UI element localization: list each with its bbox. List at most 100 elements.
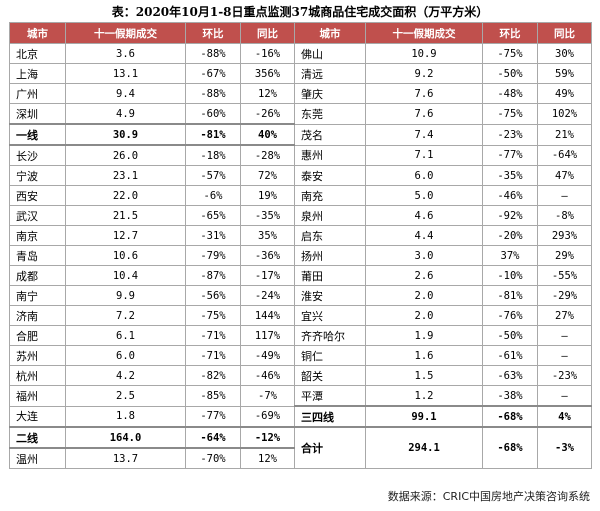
city-cell: 广州: [9, 83, 66, 104]
mom-cell: -50%: [482, 325, 538, 346]
city-cell: 合计: [294, 426, 366, 469]
yoy-cell: —: [537, 185, 592, 206]
yoy-cell: 19%: [240, 185, 295, 206]
header-area: 十一假期成交: [365, 22, 483, 44]
area-cell: 7.6: [365, 103, 483, 125]
area-cell: 6.1: [65, 325, 186, 346]
area-cell: 13.7: [65, 447, 186, 469]
mom-cell: -77%: [185, 405, 241, 428]
city-cell: 西安: [9, 185, 66, 206]
header-yoy: 同比: [537, 22, 592, 44]
header-row: 城市 十一假期成交 环比 同比 城市 十一假期成交 环比 同比: [9, 22, 592, 44]
table-row: 南京 12.7 -31% 35% 启东 4.4 -20% 293%: [9, 225, 592, 246]
area-cell: 10.9: [365, 43, 483, 64]
mom-cell: -57%: [185, 165, 241, 186]
mom-cell: -75%: [482, 103, 538, 125]
city-cell: 深圳: [9, 103, 66, 125]
city-cell: 宜兴: [294, 305, 366, 326]
mom-cell: -67%: [185, 63, 241, 84]
header-mom: 环比: [482, 22, 538, 44]
table-row: 长沙 26.0 -18% -28% 惠州 7.1 -77% -64%: [9, 144, 592, 166]
mom-cell: -87%: [185, 265, 241, 286]
yoy-cell: 102%: [537, 103, 592, 125]
yoy-cell: -7%: [240, 385, 295, 407]
mom-cell: -46%: [482, 185, 538, 206]
yoy-cell: 144%: [240, 305, 295, 326]
area-cell: 2.6: [365, 265, 483, 286]
mom-cell: -56%: [185, 285, 241, 306]
city-cell: 大连: [9, 405, 66, 428]
area-cell: 6.0: [365, 165, 483, 186]
mom-cell: -75%: [185, 305, 241, 326]
area-cell: 1.2: [365, 385, 483, 407]
table-row: 福州 2.5 -85% -7% 平潭 1.2 -38% —: [9, 385, 592, 407]
area-cell: 10.6: [65, 245, 186, 266]
city-cell: 莆田: [294, 265, 366, 286]
mom-cell: -92%: [482, 205, 538, 226]
area-cell: 1.6: [365, 345, 483, 366]
area-cell: 7.6: [365, 83, 483, 104]
table-row: 杭州 4.2 -82% -46% 韶关 1.5 -63% -23%: [9, 365, 592, 386]
table-row: 南宁 9.9 -56% -24% 淮安 2.0 -81% -29%: [9, 285, 592, 306]
area-cell: 30.9: [65, 123, 186, 146]
yoy-cell: -17%: [240, 265, 295, 286]
mom-cell: -20%: [482, 225, 538, 246]
mom-cell: -65%: [185, 205, 241, 226]
table-row: 济南 7.2 -75% 144% 宜兴 2.0 -76% 27%: [9, 305, 592, 326]
table-row: 广州 9.4 -88% 12% 肇庆 7.6 -48% 49%: [9, 83, 592, 104]
city-cell: 泰安: [294, 165, 366, 186]
mom-cell: -68%: [482, 426, 538, 469]
city-cell: 清远: [294, 63, 366, 84]
table-row: 深圳 4.9 -60% -26% 东莞 7.6 -75% 102%: [9, 103, 592, 125]
city-cell: 南宁: [9, 285, 66, 306]
mom-cell: -6%: [185, 185, 241, 206]
yoy-cell: -69%: [240, 405, 295, 428]
housing-transaction-table: 城市 十一假期成交 环比 同比 城市 十一假期成交 环比 同比 北京 3.6 -88…: [9, 22, 592, 469]
city-cell: 茂名: [294, 123, 366, 146]
mom-cell: -81%: [482, 285, 538, 306]
city-cell: 南京: [9, 225, 66, 246]
header-city: 城市: [9, 22, 66, 44]
mom-cell: -18%: [185, 144, 241, 166]
area-cell: 7.4: [365, 123, 483, 146]
mom-cell: -88%: [185, 43, 241, 64]
yoy-cell: 27%: [537, 305, 592, 326]
mom-cell: -35%: [482, 165, 538, 186]
yoy-cell: 117%: [240, 325, 295, 346]
yoy-cell: —: [537, 385, 592, 407]
city-cell: 齐齐哈尔: [294, 325, 366, 346]
area-cell: 21.5: [65, 205, 186, 226]
mom-cell: -38%: [482, 385, 538, 407]
mom-cell: -63%: [482, 365, 538, 386]
mom-cell: -85%: [185, 385, 241, 407]
yoy-cell: -64%: [537, 144, 592, 166]
area-cell: 9.4: [65, 83, 186, 104]
area-cell: 4.2: [65, 365, 186, 386]
mom-cell: -76%: [482, 305, 538, 326]
table-row: 成都 10.4 -87% -17% 莆田 2.6 -10% -55%: [9, 265, 592, 286]
mom-cell: -71%: [185, 345, 241, 366]
mom-cell: -88%: [185, 83, 241, 104]
mom-cell: -79%: [185, 245, 241, 266]
table-row: 宁波 23.1 -57% 72% 泰安 6.0 -35% 47%: [9, 165, 592, 186]
area-cell: 164.0: [65, 426, 186, 449]
area-cell: 2.0: [365, 285, 483, 306]
area-cell: 3.6: [65, 43, 186, 64]
city-cell: 韶关: [294, 365, 366, 386]
area-cell: 10.4: [65, 265, 186, 286]
area-cell: 1.8: [65, 405, 186, 428]
mom-cell: -23%: [482, 123, 538, 146]
city-cell: 惠州: [294, 144, 366, 166]
city-cell: 苏州: [9, 345, 66, 366]
city-cell: 宁波: [9, 165, 66, 186]
city-cell: 北京: [9, 43, 66, 64]
yoy-cell: 49%: [537, 83, 592, 104]
yoy-cell: -55%: [537, 265, 592, 286]
table-row: 温州 13.7 -70% 12%: [9, 447, 592, 469]
area-cell: 7.2: [65, 305, 186, 326]
area-cell: 4.4: [365, 225, 483, 246]
city-cell: 启东: [294, 225, 366, 246]
yoy-cell: 72%: [240, 165, 295, 186]
mom-cell: -48%: [482, 83, 538, 104]
city-cell: 合肥: [9, 325, 66, 346]
